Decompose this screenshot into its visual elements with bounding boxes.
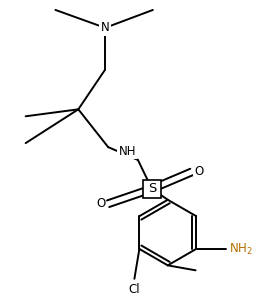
Text: NH: NH [118,145,136,158]
Text: O: O [96,197,105,210]
Text: S: S [148,182,156,195]
Text: O: O [195,165,204,179]
Bar [143,180,161,198]
Text: Cl: Cl [129,283,140,296]
Text: NH$_2$: NH$_2$ [229,241,253,257]
Text: N: N [101,21,110,34]
